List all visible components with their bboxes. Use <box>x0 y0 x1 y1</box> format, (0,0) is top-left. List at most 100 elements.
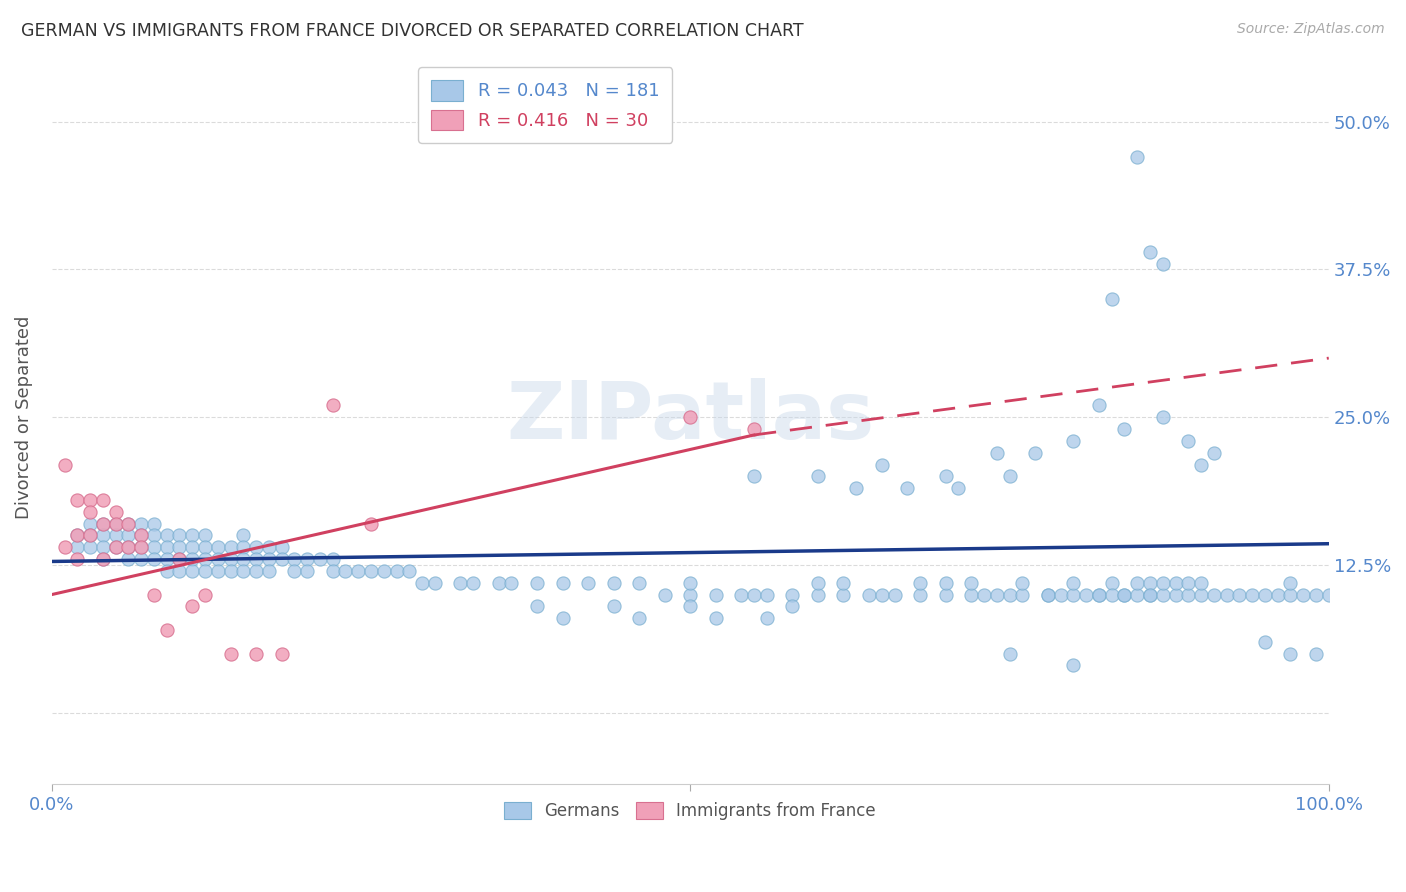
Point <box>104 541 127 555</box>
Point <box>347 564 370 578</box>
Point <box>91 552 114 566</box>
Point <box>948 481 970 495</box>
Point <box>1241 588 1264 602</box>
Point <box>257 564 280 578</box>
Point <box>181 552 204 566</box>
Point <box>1152 410 1174 425</box>
Point <box>219 647 242 661</box>
Point <box>309 552 332 566</box>
Point <box>908 588 931 602</box>
Point <box>156 552 179 566</box>
Point <box>53 541 76 555</box>
Point <box>129 552 152 566</box>
Point <box>156 528 179 542</box>
Text: ZIPatlas: ZIPatlas <box>506 378 875 456</box>
Point <box>194 552 217 566</box>
Point <box>896 481 918 495</box>
Point <box>1189 588 1212 602</box>
Point <box>181 541 204 555</box>
Point <box>142 516 165 531</box>
Point <box>117 541 139 555</box>
Point <box>858 588 880 602</box>
Point <box>219 541 242 555</box>
Point <box>742 469 765 483</box>
Point <box>935 575 957 590</box>
Point <box>1088 588 1111 602</box>
Point <box>870 588 893 602</box>
Point <box>423 575 446 590</box>
Point <box>219 552 242 566</box>
Point <box>679 599 702 614</box>
Point <box>1062 658 1084 673</box>
Point <box>129 528 152 542</box>
Point <box>755 611 778 625</box>
Point <box>91 528 114 542</box>
Point <box>1215 588 1237 602</box>
Point <box>742 588 765 602</box>
Point <box>1074 588 1097 602</box>
Point <box>335 564 357 578</box>
Point <box>845 481 868 495</box>
Point <box>1202 588 1225 602</box>
Point <box>245 647 267 661</box>
Point <box>232 564 254 578</box>
Point <box>654 588 676 602</box>
Point <box>807 575 830 590</box>
Point <box>91 541 114 555</box>
Point <box>156 623 179 637</box>
Point <box>1126 588 1149 602</box>
Point <box>257 541 280 555</box>
Point <box>1317 588 1340 602</box>
Point <box>207 552 229 566</box>
Point <box>385 564 408 578</box>
Point <box>283 564 305 578</box>
Point <box>1139 588 1161 602</box>
Point <box>1177 434 1199 448</box>
Point <box>1254 635 1277 649</box>
Point <box>245 541 267 555</box>
Point <box>1024 445 1046 459</box>
Point <box>117 552 139 566</box>
Point <box>463 575 485 590</box>
Point <box>129 541 152 555</box>
Point <box>1139 244 1161 259</box>
Point <box>1088 588 1111 602</box>
Point <box>104 516 127 531</box>
Point <box>79 516 101 531</box>
Point <box>257 552 280 566</box>
Point <box>66 528 89 542</box>
Point <box>576 575 599 590</box>
Point <box>1036 588 1059 602</box>
Point <box>1292 588 1315 602</box>
Point <box>1036 588 1059 602</box>
Point <box>960 588 983 602</box>
Point <box>1062 434 1084 448</box>
Point <box>1279 588 1302 602</box>
Point <box>1114 588 1136 602</box>
Point <box>935 588 957 602</box>
Text: GERMAN VS IMMIGRANTS FROM FRANCE DIVORCED OR SEPARATED CORRELATION CHART: GERMAN VS IMMIGRANTS FROM FRANCE DIVORCE… <box>21 22 804 40</box>
Point <box>1189 458 1212 472</box>
Point <box>1305 647 1327 661</box>
Point <box>129 528 152 542</box>
Point <box>270 552 292 566</box>
Point <box>870 458 893 472</box>
Point <box>1114 422 1136 436</box>
Point <box>322 564 344 578</box>
Point <box>129 541 152 555</box>
Point <box>232 541 254 555</box>
Point <box>908 575 931 590</box>
Point <box>181 599 204 614</box>
Point <box>104 516 127 531</box>
Point <box>704 611 727 625</box>
Point <box>998 469 1021 483</box>
Point <box>1152 575 1174 590</box>
Point <box>117 541 139 555</box>
Point <box>79 528 101 542</box>
Point <box>551 611 574 625</box>
Text: Source: ZipAtlas.com: Source: ZipAtlas.com <box>1237 22 1385 37</box>
Point <box>194 541 217 555</box>
Point <box>360 564 382 578</box>
Point <box>742 422 765 436</box>
Point <box>1139 588 1161 602</box>
